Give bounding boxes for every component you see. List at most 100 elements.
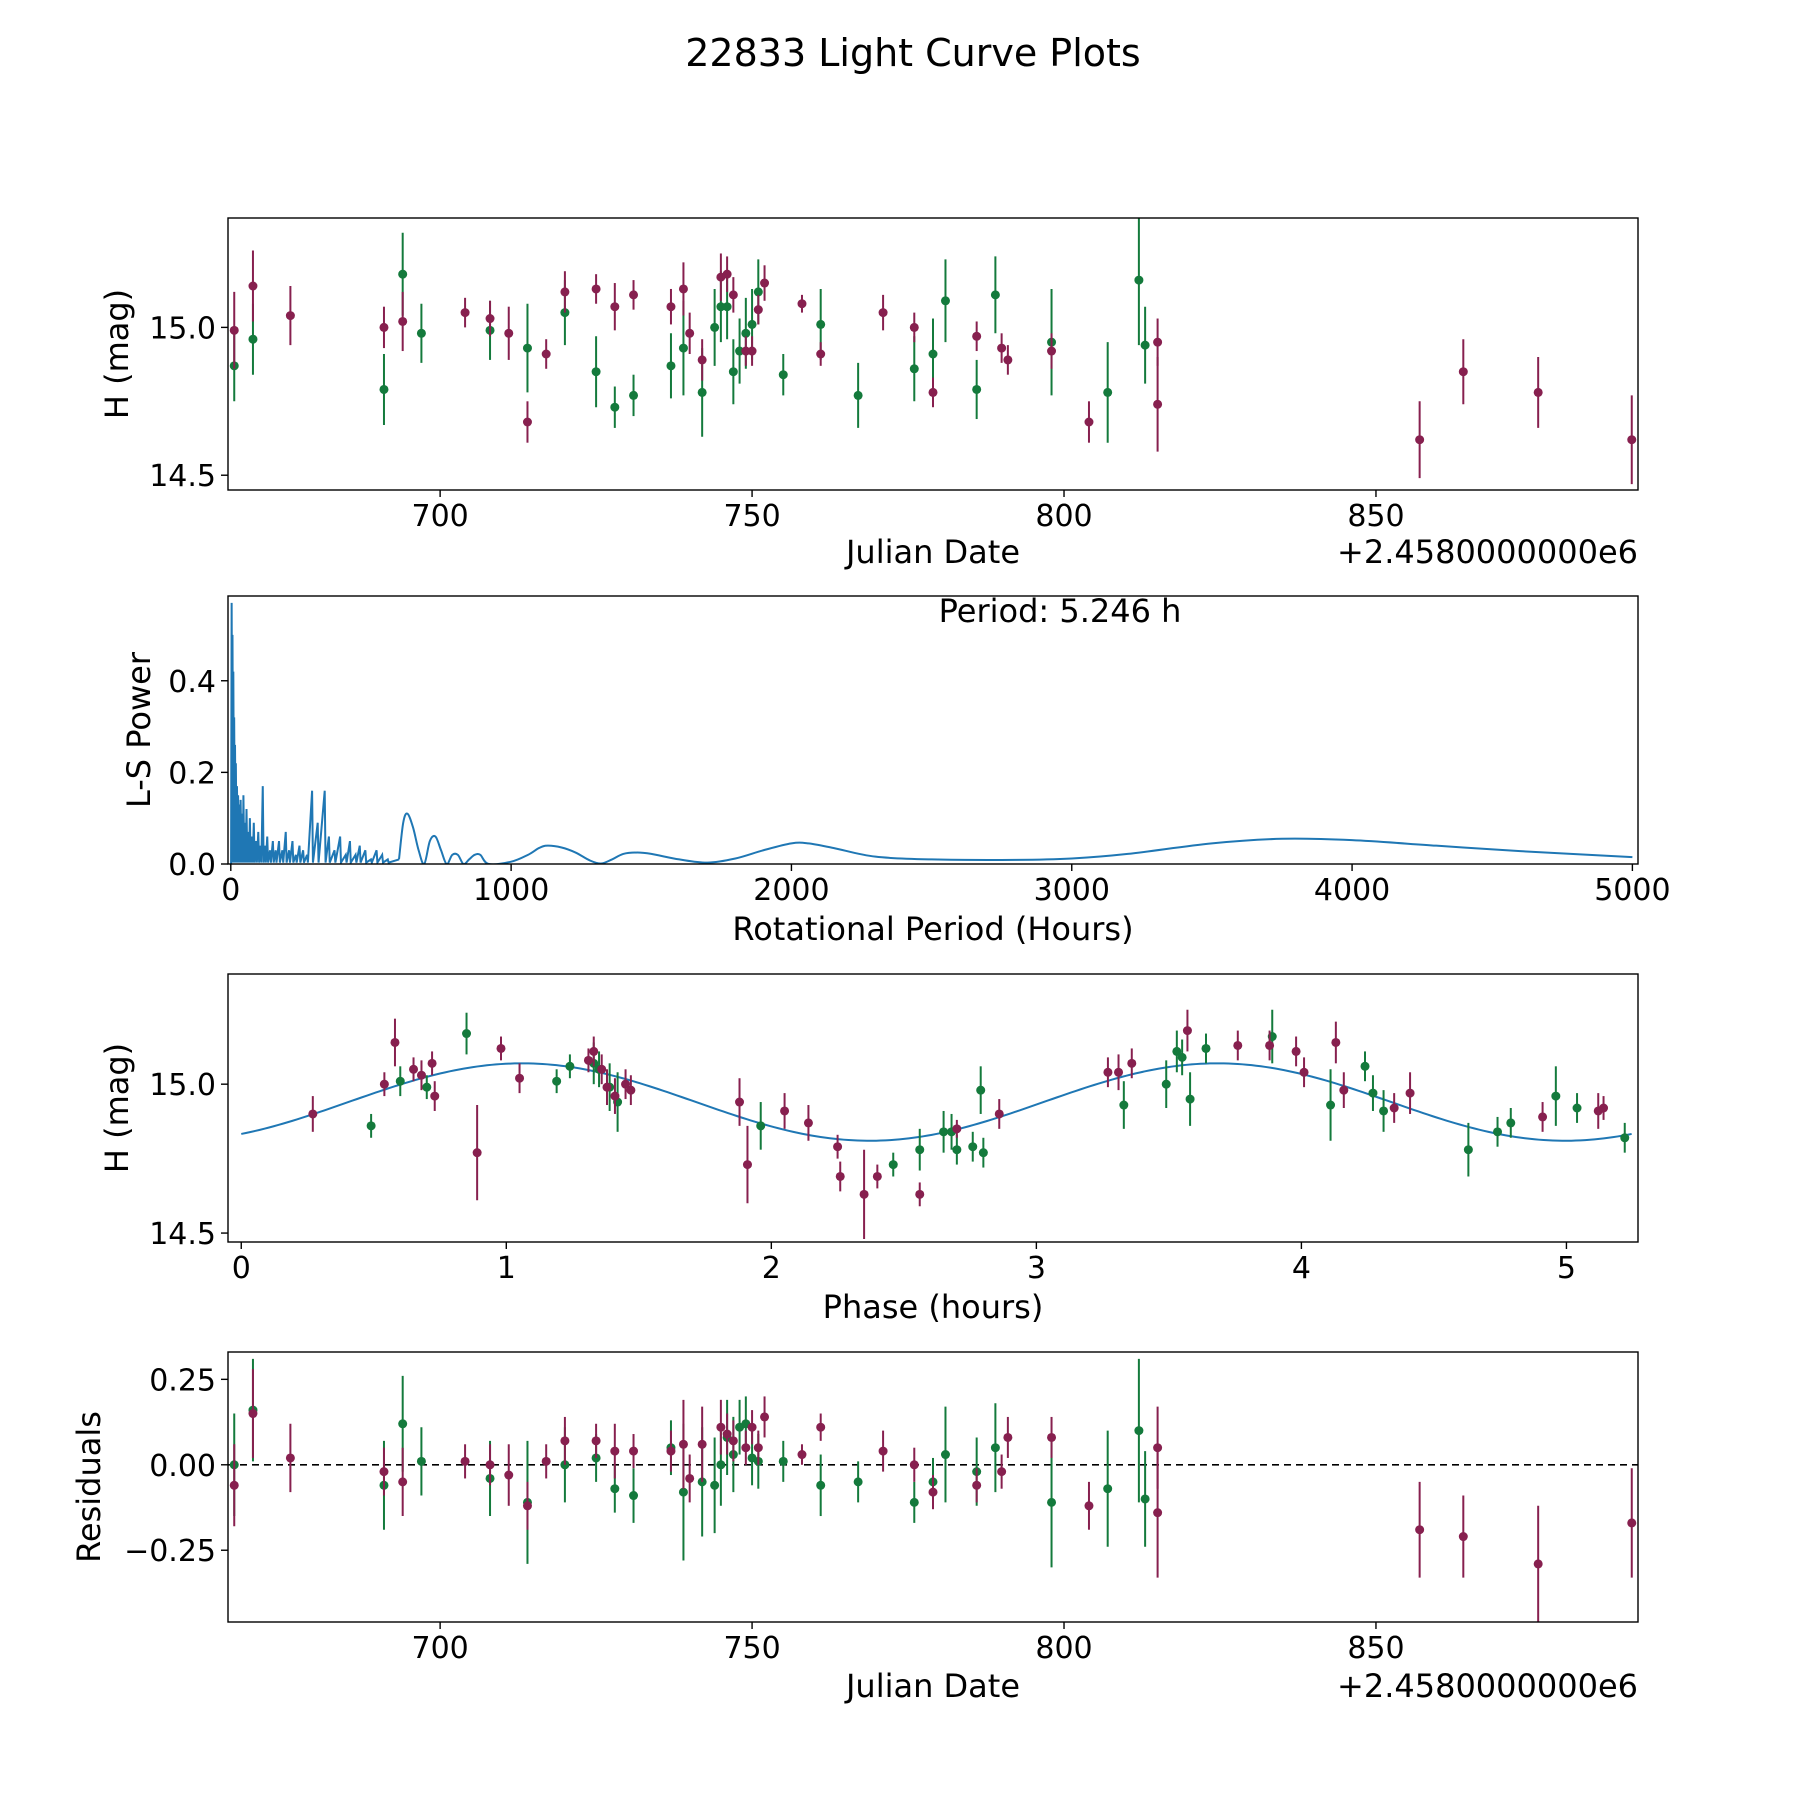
phase-point xyxy=(1299,1067,1309,1077)
phase-point xyxy=(976,1085,986,1095)
lightcurve-point xyxy=(816,319,826,329)
lightcurve-point xyxy=(1153,399,1163,409)
lightcurve-point xyxy=(878,308,888,318)
residuals-point xyxy=(1458,1532,1468,1542)
phase-point xyxy=(416,1070,426,1080)
phase-point xyxy=(835,1171,845,1181)
residuals-point xyxy=(1134,1426,1144,1436)
lightcurve-point xyxy=(972,384,982,394)
lightcurve-point xyxy=(1415,435,1425,445)
residuals-x-tick-label: 850 xyxy=(1347,1631,1404,1666)
phase-point xyxy=(952,1124,962,1134)
phase-point xyxy=(1182,1026,1192,1036)
lightcurve-y-tick-label: 15.0 xyxy=(149,311,216,346)
residuals-point xyxy=(990,1443,1000,1453)
periodogram-annotation: Period: 5.246 h xyxy=(939,592,1182,630)
lightcurve-offset-text: +2.4580000000e6 xyxy=(1337,533,1638,571)
phase-point xyxy=(1463,1145,1473,1155)
periodogram-x-tick-label: 1000 xyxy=(473,873,549,908)
residuals-point xyxy=(398,1477,408,1487)
phase-model-curve xyxy=(241,1062,1632,1142)
phase-point xyxy=(1599,1103,1609,1113)
residuals-point xyxy=(728,1436,738,1446)
phase-point xyxy=(1379,1106,1389,1116)
residuals-point xyxy=(741,1443,751,1453)
lightcurve-point xyxy=(504,328,514,338)
residuals-point xyxy=(710,1480,720,1490)
phase-point xyxy=(496,1043,506,1053)
residuals-x-tick-label: 800 xyxy=(1035,1631,1092,1666)
residuals-point xyxy=(760,1412,770,1422)
periodogram-axes-frame xyxy=(227,595,1639,865)
residuals-point xyxy=(878,1446,888,1456)
lightcurve-point xyxy=(560,287,570,297)
phase-x-tick-label: 1 xyxy=(497,1251,516,1286)
lightcurve-x-tick-label: 750 xyxy=(723,499,780,534)
residuals-point xyxy=(560,1436,570,1446)
lightcurve-point xyxy=(728,290,738,300)
lightcurve-point xyxy=(972,331,982,341)
lightcurve-point xyxy=(629,290,639,300)
residuals-point xyxy=(678,1439,688,1449)
lightcurve-point xyxy=(610,402,620,412)
phase-point xyxy=(366,1121,376,1131)
phase-point xyxy=(994,1109,1004,1119)
residuals-offset-text: +2.4580000000e6 xyxy=(1337,1667,1638,1705)
phase-point xyxy=(735,1097,745,1107)
lightcurve-x-tick-label: 800 xyxy=(1035,499,1092,534)
lightcurve-point xyxy=(909,364,919,374)
phase-ticks: 0 1 2 3 4 5 14.5 15.0 xyxy=(149,1068,1576,1286)
phase-point xyxy=(1389,1103,1399,1113)
lightcurve-point xyxy=(610,302,620,312)
periodogram-x-tick-label: 4000 xyxy=(1314,873,1390,908)
lightcurve-point xyxy=(398,269,408,279)
phase-x-tick-label: 5 xyxy=(1557,1251,1576,1286)
phase-point xyxy=(888,1160,898,1170)
residuals-point xyxy=(610,1446,620,1456)
lightcurve-point xyxy=(591,367,601,377)
lightcurve-point xyxy=(753,287,763,297)
residuals-point xyxy=(1047,1497,1057,1507)
lightcurve-point xyxy=(629,390,639,400)
lightcurve-point xyxy=(816,349,826,359)
phase-point xyxy=(756,1121,766,1131)
residuals-y-tick-label: 0.00 xyxy=(149,1449,216,1484)
residuals-point xyxy=(379,1467,389,1477)
residuals-point xyxy=(1047,1432,1057,1442)
lightcurve-point xyxy=(735,346,745,356)
figure-title: 22833 Light Curve Plots xyxy=(685,31,1140,75)
lightcurve-point xyxy=(460,308,470,318)
residuals-point xyxy=(940,1450,950,1460)
residuals-point xyxy=(229,1480,239,1490)
residuals-point xyxy=(522,1501,532,1511)
lightcurve-data-points xyxy=(229,218,1637,485)
lightcurve-point xyxy=(666,361,676,371)
phase-point xyxy=(589,1046,599,1056)
residuals-point xyxy=(541,1456,551,1466)
periodogram-x-label: Rotational Period (Hours) xyxy=(732,910,1133,948)
lightcurve-point xyxy=(379,384,389,394)
lightcurve-point xyxy=(666,302,676,312)
residuals-point xyxy=(909,1497,919,1507)
periodogram-x-tick-label: 5000 xyxy=(1594,873,1670,908)
phase-panel: 0 1 2 3 4 5 14.5 15.0 Phase (hours) H (mag) xyxy=(98,973,1639,1326)
phase-point xyxy=(379,1079,389,1089)
phase-point xyxy=(1326,1100,1336,1110)
phase-point xyxy=(1114,1067,1124,1077)
phase-point xyxy=(430,1091,440,1101)
phase-point xyxy=(1506,1118,1516,1128)
lightcurve-point xyxy=(1103,387,1113,397)
periodogram-x-tick-label: 3000 xyxy=(1034,873,1110,908)
phase-point xyxy=(1201,1043,1211,1053)
lightcurve-axes-frame xyxy=(227,217,1639,491)
phase-point xyxy=(308,1109,318,1119)
lightcurve-panel: 700 750 800 850 14.5 15.0 Julian Date +2.4580… xyxy=(98,217,1639,571)
phase-point xyxy=(1551,1091,1561,1101)
phase-point xyxy=(1185,1094,1195,1104)
residuals-point xyxy=(909,1460,919,1470)
lightcurve-point xyxy=(1458,367,1468,377)
residuals-point xyxy=(416,1456,426,1466)
phase-point xyxy=(1360,1061,1370,1071)
lightcurve-point xyxy=(678,343,688,353)
periodogram-line xyxy=(230,602,1633,864)
